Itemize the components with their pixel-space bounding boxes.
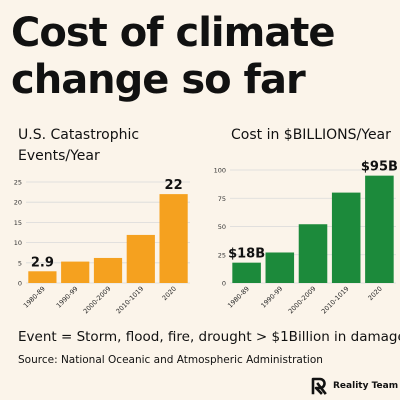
title-line-2: change so far (11, 57, 306, 103)
bar (159, 194, 188, 283)
y-tick-label: 75 (218, 195, 226, 203)
brand-name: Reality Team (333, 381, 399, 391)
events-bar-chart: 0 5 10 15 20 25 1980-89 1990-99 2000-2009 2010-10… (14, 178, 190, 316)
bar (93, 257, 123, 283)
y-tick-label: 50 (218, 223, 226, 231)
bar (365, 175, 394, 283)
x-tick-label: 2000-2009 (287, 285, 318, 316)
y-tick-label: 100 (214, 167, 226, 175)
x-tick-label: 1990-99 (259, 285, 284, 310)
data-label: 2.9 (31, 255, 54, 270)
y-tick-label: 25 (14, 179, 22, 187)
y-tick-label: 10 (14, 239, 22, 247)
x-tick-label: 1980-89 (22, 285, 47, 310)
bar (232, 262, 261, 283)
right-chart-label: Cost in $BILLIONS/Year (231, 127, 391, 143)
y-tick-label: 0 (222, 280, 226, 288)
page-title: Cost of climate change so far (11, 10, 395, 104)
data-label: 22 (165, 178, 183, 193)
cost-bar-chart: 0 25 50 75 100 1980-89 1990-99 2000-2009 2010-10… (214, 160, 398, 316)
x-tick-label: 1980-89 (226, 285, 251, 310)
y-tick-label: 5 (18, 259, 22, 267)
bar (126, 234, 155, 283)
brand: Reality Team (310, 375, 398, 397)
footnote: Event = Storm, flood, fire, drought > $1… (18, 329, 400, 345)
data-label: $95B (361, 160, 398, 175)
data-label: $18B (228, 247, 265, 262)
x-tick-label: 2010-1019 (114, 285, 145, 316)
bar (265, 252, 295, 283)
x-tick-label: 2020 (161, 285, 178, 302)
left-chart-label: U.S. Catastrophic Events/Year (18, 125, 168, 167)
y-tick-label: 0 (18, 280, 22, 288)
bar (28, 271, 57, 283)
x-tick-label: 2000-2009 (82, 285, 113, 316)
source-note: Source: National Oceanic and Atmospheric… (18, 354, 323, 366)
x-tick-label: 2020 (366, 285, 383, 302)
left-chart-label-line-2: Events/Year (18, 148, 100, 164)
bar (61, 261, 90, 283)
left-chart-label-line-1: U.S. Catastrophic (18, 127, 140, 143)
bar (298, 224, 328, 283)
y-tick-label: 25 (218, 251, 226, 259)
bar (331, 192, 361, 283)
title-line-1: Cost of climate (11, 10, 336, 56)
y-tick-label: 15 (14, 219, 22, 227)
x-tick-label: 1990-99 (55, 285, 80, 310)
y-tick-label: 20 (14, 199, 22, 207)
x-tick-label: 2010-1019 (320, 285, 351, 316)
reality-team-logo-icon (311, 377, 327, 395)
